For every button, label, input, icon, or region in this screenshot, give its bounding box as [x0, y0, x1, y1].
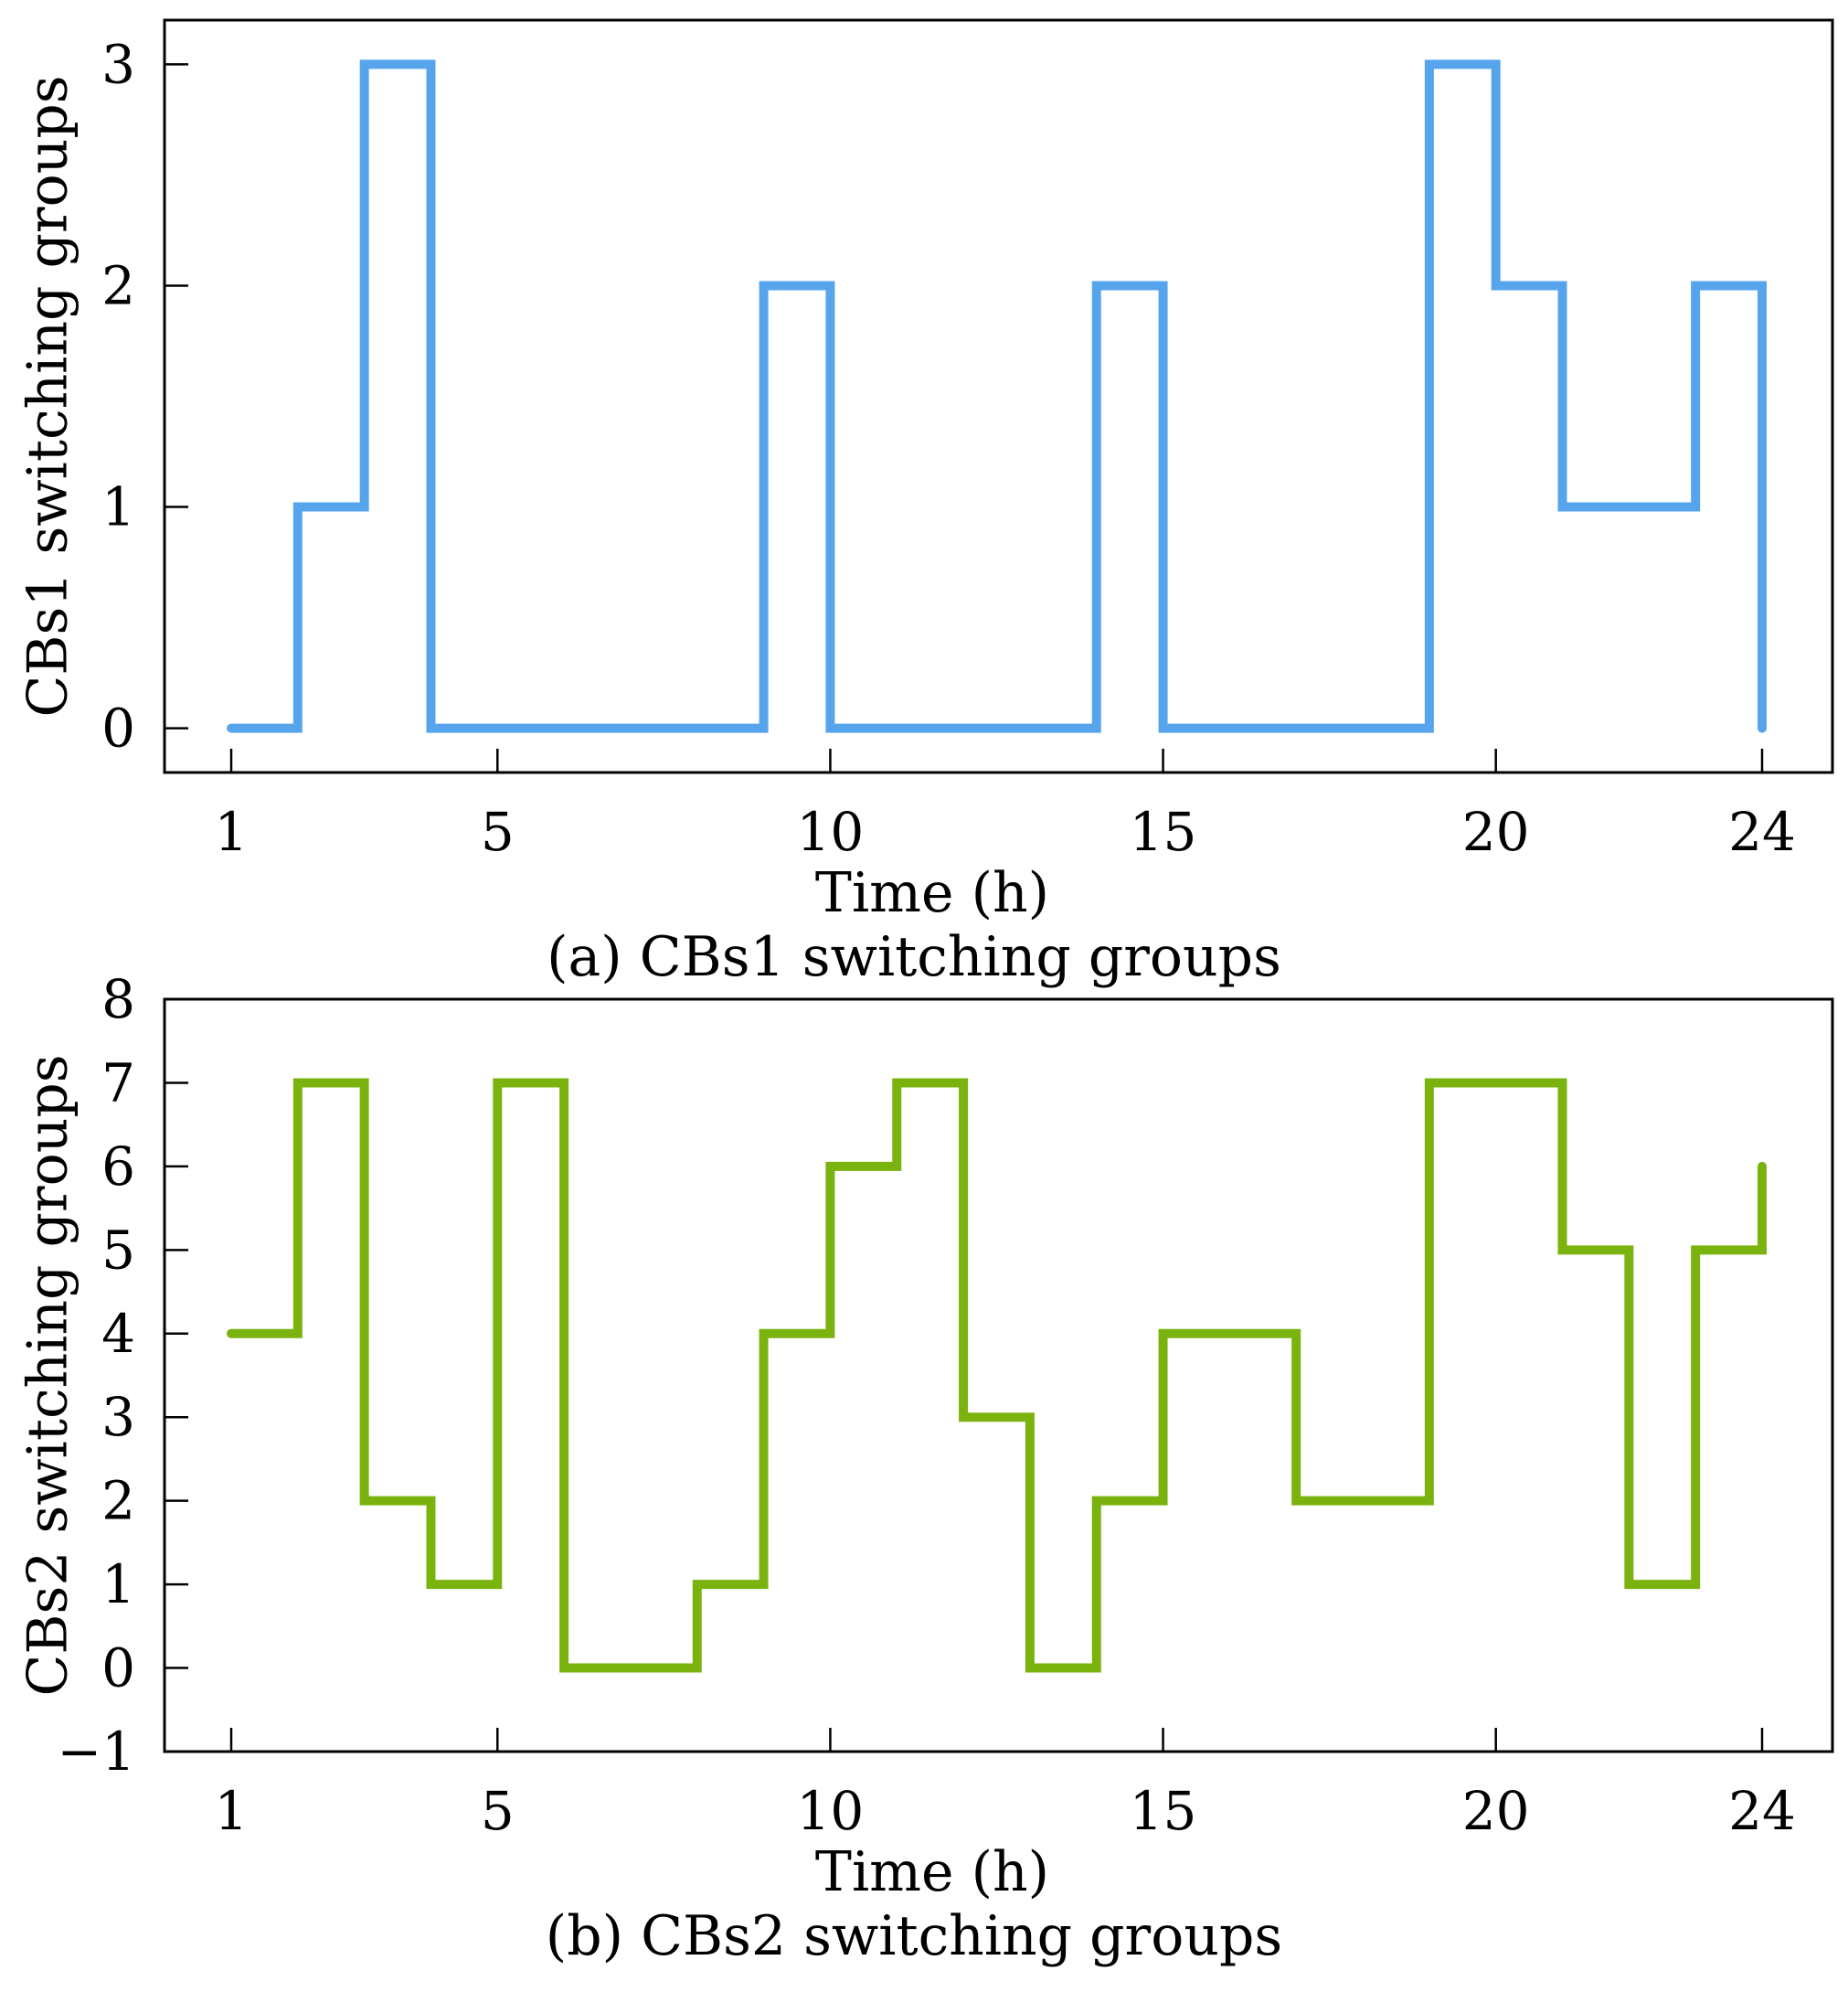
panel-b-y-tick-label: 7 [101, 1051, 135, 1113]
panel-a-x-tick-label: 5 [481, 801, 515, 863]
panel-b-x-axis-label: Time (h) [815, 1840, 1049, 1904]
panel-b-x-tick-label: 10 [797, 1780, 865, 1842]
panel-a-x-tick-label: 10 [797, 801, 865, 863]
panel-b-x-tick-label: 15 [1130, 1780, 1197, 1842]
panel-b-y-tick-label: 3 [101, 1386, 135, 1448]
panel-b-plot-frame [163, 997, 1834, 1753]
panel-b-y-tick-label: 8 [101, 968, 135, 1030]
panel-b-y-tick-label: 2 [101, 1470, 135, 1532]
panel-a-x-axis-label: Time (h) [815, 861, 1049, 925]
panel-b-series-cbs2-line [227, 1078, 1767, 1673]
panel-a-y-tick-label: 3 [101, 33, 135, 95]
panel-b-x-tick-label: 24 [1728, 1780, 1796, 1842]
panel-a-caption: (a) CBs1 switching groups [547, 925, 1281, 989]
panel-b-y-tick-label: 0 [101, 1637, 135, 1699]
panel-b-y-axis-label: CBs2 switching groups [16, 1054, 80, 1696]
panel-b-x-tick-label: 1 [215, 1780, 249, 1842]
panel-a-y-tick-label: 0 [101, 698, 135, 760]
panel-a-y-axis-label: CBs1 switching groups [16, 75, 80, 717]
panel-a-y-tick-label: 1 [101, 476, 135, 538]
panel-a-y-tick-label: 2 [101, 254, 135, 316]
panel-b-y-tick-label: 5 [101, 1219, 135, 1281]
panel-a-x-tick-label: 24 [1728, 801, 1796, 863]
panel-b-caption: (b) CBs2 switching groups [546, 1904, 1282, 1968]
panel-a-x-tick-label: 15 [1130, 801, 1197, 863]
panel-a-x-tick-label: 20 [1462, 801, 1530, 863]
panel-b-y-tick-label: 6 [101, 1135, 135, 1198]
panel-b-x-tick-label: 5 [481, 1780, 515, 1842]
panel-b-y-tick-label: 1 [101, 1553, 135, 1615]
panel-a-series-cbs1-line [227, 59, 1767, 733]
panel-b-y-tick-label: 4 [101, 1303, 135, 1365]
panel-b-x-tick-label: 20 [1462, 1780, 1530, 1842]
panel-a-plot-frame [163, 18, 1834, 774]
panel-b-y-tick-label: −1 [58, 1720, 136, 1783]
panel-a-x-tick-label: 1 [215, 801, 249, 863]
